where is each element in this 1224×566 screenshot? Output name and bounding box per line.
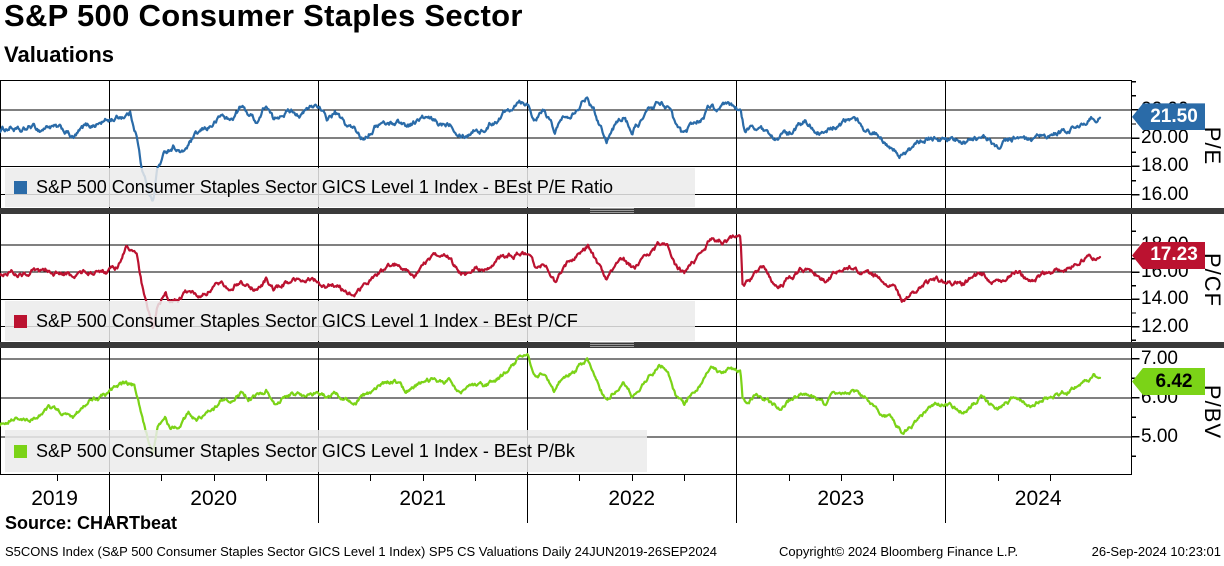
pe-series-swatch bbox=[14, 181, 27, 194]
y-tick-label: 16.00 bbox=[1141, 183, 1189, 205]
page-title: S&P 500 Consumer Staples Sector bbox=[4, 0, 523, 33]
panel-resize-handle[interactable] bbox=[590, 342, 634, 348]
y-tick-label: 12.00 bbox=[1141, 315, 1189, 337]
x-year-label: 2024 bbox=[1014, 487, 1062, 510]
legend-pcf: S&P 500 Consumer Staples Sector GICS Lev… bbox=[5, 301, 695, 341]
source-label: Source: CHARTbeat bbox=[5, 513, 178, 533]
page-subtitle: Valuations bbox=[4, 42, 115, 67]
legend-pe: S&P 500 Consumer Staples Sector GICS Lev… bbox=[5, 168, 695, 207]
y-tick-label: 20.00 bbox=[1141, 127, 1189, 149]
y-tick-label: 18.00 bbox=[1141, 155, 1189, 177]
series-line bbox=[0, 234, 1102, 330]
legend-pbv-label: S&P 500 Consumer Staples Sector GICS Lev… bbox=[36, 440, 575, 461]
x-year-label: 2020 bbox=[190, 487, 237, 510]
panel-resize-handle[interactable] bbox=[590, 208, 634, 214]
series-line bbox=[0, 96, 1102, 202]
pe-last-value-badge: 21.50 bbox=[1132, 103, 1205, 131]
series-line bbox=[0, 353, 1102, 455]
pcf-last-value-badge: 17.23 bbox=[1132, 241, 1205, 269]
x-year-label: 2022 bbox=[608, 487, 656, 510]
legend-pbv: S&P 500 Consumer Staples Sector GICS Lev… bbox=[5, 430, 647, 472]
panel-separator bbox=[0, 342, 1224, 348]
pcf-series-swatch bbox=[14, 314, 27, 328]
y-tick-label: 7.00 bbox=[1141, 347, 1178, 369]
x-year-label: 2021 bbox=[399, 487, 447, 510]
y-tick-label: 14.00 bbox=[1141, 288, 1189, 310]
x-year-label: 2023 bbox=[817, 487, 865, 510]
pe-axis-title: P/E bbox=[1200, 126, 1224, 166]
footer-copyright: Copyright© 2024 Bloomberg Finance L.P. bbox=[779, 544, 1019, 559]
legend-pcf-label: S&P 500 Consumer Staples Sector GICS Lev… bbox=[36, 310, 578, 331]
footer-descriptor: S5CONS Index (S&P 500 Consumer Staples S… bbox=[5, 544, 718, 559]
x-axis bbox=[56, 474, 1052, 523]
legend-pe-label: S&P 500 Consumer Staples Sector GICS Lev… bbox=[36, 177, 613, 197]
pbv-last-value-badge: 6.42 bbox=[1132, 368, 1205, 395]
footer-timestamp: 26-Sep-2024 10:23:01 bbox=[1091, 544, 1221, 559]
panel-separator bbox=[0, 208, 1224, 214]
pbv-series-swatch bbox=[14, 444, 27, 458]
x-year-label: 2019 bbox=[31, 487, 78, 510]
y-tick-label: 5.00 bbox=[1141, 425, 1178, 447]
